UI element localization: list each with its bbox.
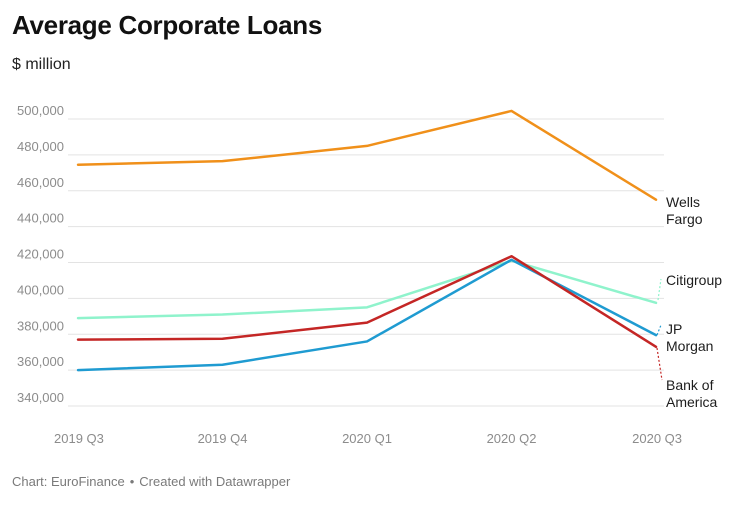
x-tick-label: 2019 Q3 — [54, 431, 104, 446]
y-tick-label: 360,000 — [17, 354, 64, 369]
datawrapper-credit: Created with Datawrapper — [139, 474, 291, 489]
series-line-jp-morgan — [76, 258, 658, 372]
y-tick-label: 460,000 — [17, 175, 64, 190]
y-tick-label: 500,000 — [17, 103, 64, 118]
x-axis-tick-labels: 2019 Q3 2019 Q4 2020 Q1 2020 Q2 2020 Q3 — [54, 431, 682, 446]
label-leader-bank-of-america — [656, 347, 663, 381]
label-leader-jp-morgan — [656, 324, 662, 336]
series-label-line: America — [666, 394, 718, 410]
series-label-citigroup: Citigroup — [666, 272, 722, 288]
chart-credit: Chart: EuroFinance — [12, 474, 125, 489]
y-axis-tick-labels: 340,000 360,000 380,000 400,000 420,000 440,0… — [17, 103, 64, 405]
series-labels: Wells Fargo Citigroup JP Morgan Bank of Americ… — [656, 194, 722, 410]
y-tick-label: 480,000 — [17, 139, 64, 154]
series-label-line: JP — [666, 321, 682, 337]
x-tick-label: 2020 Q3 — [632, 431, 682, 446]
x-tick-label: 2020 Q2 — [487, 431, 537, 446]
y-tick-label: 400,000 — [17, 282, 64, 297]
series-lines — [76, 109, 658, 372]
series-label-line: Citigroup — [666, 272, 722, 288]
series-line-bank-of-america — [76, 254, 658, 349]
series-label-line: Morgan — [666, 338, 713, 354]
series-line-wells-fargo — [76, 109, 658, 201]
y-tick-label: 440,000 — [17, 211, 64, 226]
y-tick-label: 340,000 — [17, 390, 64, 405]
y-tick-label: 380,000 — [17, 318, 64, 333]
chart-subtitle: $ million — [12, 56, 71, 73]
x-tick-label: 2019 Q4 — [198, 431, 248, 446]
y-tick-label: 420,000 — [17, 247, 64, 262]
grid-lines — [68, 118, 664, 407]
chart-footer: Chart: EuroFinance • Created with Datawrap… — [12, 474, 290, 489]
label-leader-citigroup — [657, 278, 662, 301]
series-label-line: Wells — [666, 194, 700, 210]
footer-separator: • — [129, 474, 135, 489]
series-label-line: Fargo — [666, 211, 703, 227]
series-label-wells-fargo: Wells Fargo — [666, 194, 703, 227]
x-tick-label: 2020 Q1 — [342, 431, 392, 446]
series-label-bank-of-america: Bank of America — [666, 377, 718, 410]
series-label-jp-morgan: JP Morgan — [666, 321, 713, 354]
series-label-line: Bank of — [666, 377, 714, 393]
chart-title: Average Corporate Loans — [12, 10, 323, 40]
series-line-citigroup — [76, 259, 658, 320]
